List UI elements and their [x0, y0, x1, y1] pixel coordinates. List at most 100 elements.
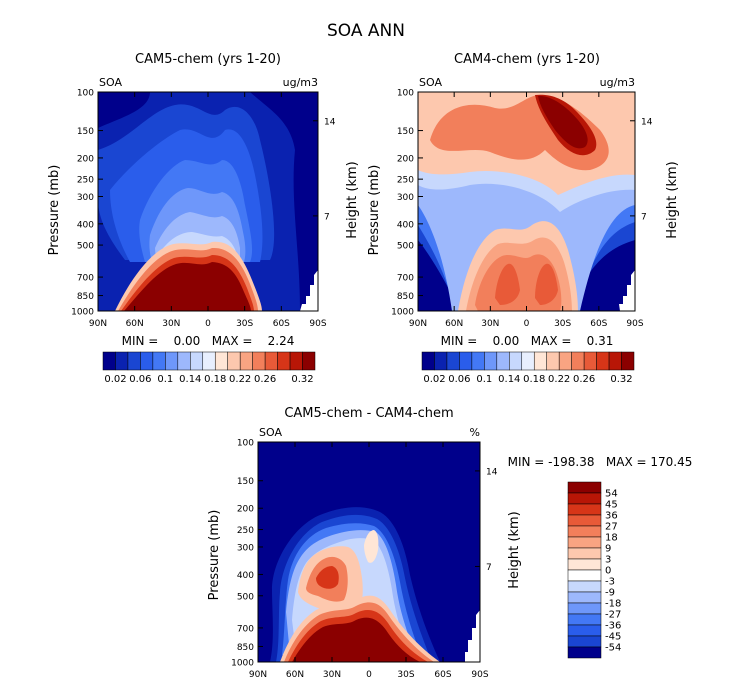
- y-axis-label: Pressure (mb): [207, 510, 222, 601]
- y-tick-label: 400: [237, 571, 254, 581]
- colorbar-label: 0.26: [573, 374, 595, 385]
- colorbar-swatch: [165, 351, 179, 371]
- colorbar-swatch: [567, 492, 602, 505]
- y-tick-label: 300: [397, 193, 414, 203]
- y-tick-label: 700: [237, 624, 254, 634]
- colorbar-label: 0.22: [229, 374, 251, 385]
- contour-band: [495, 263, 520, 305]
- colorbar-swatch: [567, 635, 602, 648]
- colorbar-swatch: [567, 624, 602, 637]
- colorbar-label: 0.32: [291, 374, 313, 385]
- colorbar-label: 0.18: [204, 374, 226, 385]
- colorbar-label: 0.18: [523, 374, 545, 385]
- x-tick-label: 60S: [434, 670, 451, 680]
- colorbar-swatch: [102, 351, 116, 371]
- colorbar-swatch: [421, 351, 435, 371]
- colorbar-label: 0.26: [254, 374, 276, 385]
- x-tick-label: 90S: [471, 670, 488, 680]
- colorbar-swatch: [567, 613, 602, 626]
- y-tick-label: 100: [397, 89, 414, 99]
- x-tick-label: 90N: [249, 670, 267, 680]
- x-tick-label: 30S: [554, 319, 571, 329]
- colorbar-swatch: [567, 525, 602, 538]
- panel-title: CAM5-chem - CAM4-chem: [284, 406, 453, 421]
- y-tick-label: 700: [77, 274, 94, 284]
- colorbar-label: -45: [605, 632, 621, 643]
- y-tick-label: 200: [77, 154, 94, 164]
- colorbar-label: 36: [605, 511, 618, 522]
- x-tick-label: 30N: [481, 319, 499, 329]
- x-tick-label: 0: [205, 319, 211, 329]
- colorbar-swatch: [583, 351, 597, 371]
- colorbar-swatch: [127, 351, 141, 371]
- y-tick-label: 250: [237, 526, 254, 536]
- contour-band: [250, 92, 318, 311]
- y-tick-label: 1000: [231, 659, 254, 669]
- contour-band: [98, 92, 150, 128]
- panel-title: CAM4-chem (yrs 1-20): [454, 52, 600, 67]
- height-axis-label: Height (km): [345, 161, 360, 238]
- x-tick-label: 30S: [236, 319, 253, 329]
- colorbar-swatch: [546, 351, 560, 371]
- colorbar-label: -27: [605, 610, 621, 621]
- panel-species-label: SOA: [419, 76, 442, 89]
- colorbar-swatch: [152, 351, 166, 371]
- colorbar-label: -36: [605, 621, 621, 632]
- y-tick-label: 300: [77, 193, 94, 203]
- colorbar: 0.02 0.06 0.1 0.14 0.18 0.22 0.26 0.32: [102, 351, 316, 385]
- y-tick-label: 700: [397, 274, 414, 284]
- y-tick-label: 500: [397, 242, 414, 252]
- y-tick-label: 250: [397, 176, 414, 186]
- panel-difference: CAM5-chem - CAM4-chem SOA % 90N 60N 30N 0 30…: [207, 406, 692, 680]
- colorbar-swatch: [621, 351, 635, 371]
- colorbar-label: 0.1: [157, 374, 173, 385]
- x-tick-label: 60S: [273, 319, 290, 329]
- x-tick-label: 90N: [89, 319, 107, 329]
- y-tick-label: 100: [77, 89, 94, 99]
- colorbar-swatch: [558, 351, 572, 371]
- colorbar-swatch: [567, 547, 602, 560]
- x-tick-label: 90S: [626, 319, 643, 329]
- colorbar-label: -54: [605, 643, 621, 654]
- colorbar-label: 0.02: [104, 374, 126, 385]
- colorbar-swatch: [446, 351, 460, 371]
- colorbar-label: -3: [605, 577, 615, 588]
- y-axis-label: Pressure (mb): [47, 165, 62, 256]
- heatmap-field-cam4: [418, 92, 635, 311]
- colorbar-swatch: [227, 351, 241, 371]
- height-tick-label: 7: [486, 563, 492, 573]
- contour-band: [619, 270, 635, 311]
- x-tick-label: 60N: [445, 319, 463, 329]
- colorbar-swatch: [289, 351, 303, 371]
- colorbar-swatch: [496, 351, 510, 371]
- colorbar-swatch: [608, 351, 622, 371]
- contour-band: [316, 566, 339, 589]
- x-tick-label: 60N: [126, 319, 144, 329]
- x-tick-label: 60N: [286, 670, 304, 680]
- colorbar-swatch: [484, 351, 498, 371]
- panel-cam4: CAM4-chem (yrs 1-20) SOA ug/m3 90N 60N 30N…: [345, 52, 680, 385]
- height-tick-label: 7: [324, 212, 330, 222]
- contour-band: [124, 262, 251, 311]
- y-tick-label: 200: [397, 154, 414, 164]
- height-tick-label: 14: [324, 117, 336, 127]
- x-ticks: 90N 60N 30N 0 30S 60S 90S: [89, 92, 327, 329]
- y-tick-label: 850: [397, 292, 414, 302]
- contour-band: [292, 617, 420, 662]
- stats-text: MIN = 0.00 MAX = 0.31: [441, 334, 614, 348]
- contour-band: [364, 530, 379, 563]
- colorbar-swatch: [140, 351, 154, 371]
- height-tick-label: 7: [641, 212, 647, 222]
- x-tick-label: 60S: [590, 319, 607, 329]
- colorbar-label: 0: [605, 566, 611, 577]
- x-tick-label: 0: [524, 319, 530, 329]
- colorbar-swatch: [571, 351, 585, 371]
- colorbar-swatch: [264, 351, 278, 371]
- x-ticks: 90N 60N 30N 0 30S 60S 90S: [409, 92, 644, 329]
- height-tick-label: 14: [641, 117, 653, 127]
- colorbar-swatch: [567, 591, 602, 604]
- colorbar-swatch: [567, 558, 602, 571]
- colorbar-swatch: [509, 351, 523, 371]
- colorbar-label: -9: [605, 588, 615, 599]
- colorbar-swatch: [115, 351, 129, 371]
